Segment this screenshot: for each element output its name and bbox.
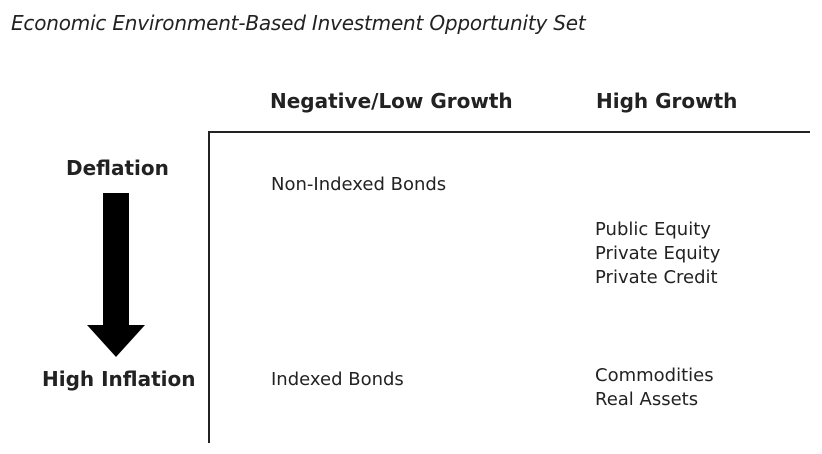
asset-item: Indexed Bonds bbox=[271, 369, 404, 390]
diagram-title: Economic Environment-Based Investment Op… bbox=[11, 11, 586, 35]
column-header-low-growth: Negative/Low Growth bbox=[270, 89, 513, 113]
cell-high-growth-middle: Public Equity Private Equity Private Cre… bbox=[595, 218, 720, 290]
asset-item: Public Equity bbox=[595, 219, 711, 240]
asset-item: Private Equity bbox=[595, 243, 721, 264]
arrow-shaft bbox=[103, 193, 129, 325]
row-label-high-inflation: High Inflation bbox=[42, 367, 196, 391]
asset-item: Real Assets bbox=[595, 389, 699, 410]
cell-low-growth-deflation: Non-Indexed Bonds bbox=[271, 173, 446, 197]
row-label-deflation: Deflation bbox=[66, 156, 169, 180]
asset-item: Private Credit bbox=[595, 267, 718, 288]
cell-low-growth-inflation: Indexed Bonds bbox=[271, 368, 404, 392]
vertical-axis-line bbox=[208, 131, 210, 443]
cell-high-growth-inflation: Commodities Real Assets bbox=[595, 364, 714, 412]
down-arrow-icon bbox=[87, 193, 145, 357]
asset-item: Commodities bbox=[595, 365, 714, 386]
column-header-high-growth: High Growth bbox=[596, 89, 738, 113]
asset-item: Non-Indexed Bonds bbox=[271, 174, 447, 195]
horizontal-axis-line bbox=[208, 131, 810, 133]
arrow-head bbox=[87, 325, 145, 357]
